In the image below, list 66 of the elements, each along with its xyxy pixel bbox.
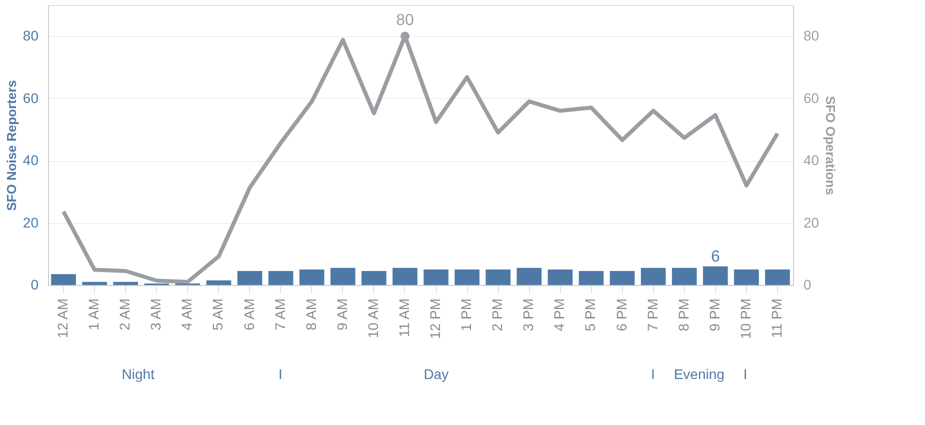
y-axis-title: SFO Noise Reporters	[4, 80, 19, 211]
bar	[454, 269, 480, 285]
bar	[640, 268, 666, 285]
bar	[299, 269, 324, 285]
bar	[424, 269, 448, 285]
x-tick-label: 3 PM	[520, 298, 536, 332]
y-tick-label: 0	[30, 276, 39, 292]
x-tick-label: 5 PM	[582, 298, 598, 332]
x-tick-label: 11 PM	[768, 298, 784, 338]
text: I	[278, 366, 282, 382]
x-tick-label: 4 PM	[551, 298, 568, 332]
bar	[610, 271, 635, 285]
bar	[548, 269, 573, 285]
y2-tick-label: 20	[804, 214, 820, 230]
bar	[734, 269, 759, 285]
x-tick-label: 2 PM	[489, 298, 506, 332]
x-tick-label: 7 PM	[644, 298, 660, 332]
x-tick-label: 4 AM	[178, 298, 195, 330]
bar	[516, 268, 542, 285]
text: Evening	[674, 366, 724, 382]
bar	[578, 271, 604, 285]
bar	[702, 266, 728, 285]
x-tick-label: 2 AM	[116, 298, 133, 330]
bar	[237, 271, 262, 285]
bar	[362, 271, 386, 285]
y2-tick-label: 40	[804, 152, 820, 168]
x-tick-label: 1 AM	[86, 298, 102, 330]
y2-tick-label: 80	[804, 28, 820, 44]
bar	[82, 282, 107, 285]
x-tick-label: 3 AM	[148, 298, 164, 330]
bar	[765, 269, 790, 285]
y-tick-label: 80	[22, 28, 39, 44]
data-label: 6	[710, 248, 720, 266]
bar	[113, 282, 138, 285]
x-tick-label: 12 AM	[54, 298, 71, 338]
x-tick-label: 6 PM	[613, 298, 630, 332]
x-tick-label: 8 PM	[675, 298, 692, 332]
x-tick-label: 12 PM	[427, 298, 444, 339]
x-tick-label: 9 AM	[334, 298, 350, 330]
text: Day	[424, 366, 449, 382]
y-tick-label: 60	[22, 90, 39, 106]
bar	[268, 271, 294, 285]
text: I	[650, 366, 655, 382]
bar	[486, 269, 511, 285]
x-tick-label: 7 AM	[272, 298, 288, 330]
x-tick-label: 1 PM	[458, 298, 474, 332]
y-tick-label: 20	[22, 214, 39, 230]
bar	[206, 280, 232, 285]
bar	[672, 268, 697, 285]
text: Night	[122, 366, 155, 382]
text: I	[743, 366, 748, 382]
x-tick-label: 10 AM	[364, 298, 381, 338]
bar	[330, 268, 356, 285]
y2-axis-title: SFO Operations	[823, 96, 838, 195]
bar	[51, 274, 76, 285]
bar	[392, 268, 418, 285]
data-label: 80	[396, 12, 414, 30]
x-tick-label: 11 AM	[396, 298, 412, 338]
x-tick-label: 6 AM	[240, 298, 257, 330]
x-tick-label: 5 AM	[210, 298, 226, 330]
x-tick-label: 10 PM	[737, 298, 754, 339]
x-tick-label: 9 PM	[706, 298, 722, 332]
y2-tick-label: 60	[804, 90, 820, 106]
x-tick-label: 8 AM	[302, 298, 319, 330]
y2-tick-label: 0	[804, 276, 812, 292]
y-tick-label: 40	[22, 152, 39, 168]
